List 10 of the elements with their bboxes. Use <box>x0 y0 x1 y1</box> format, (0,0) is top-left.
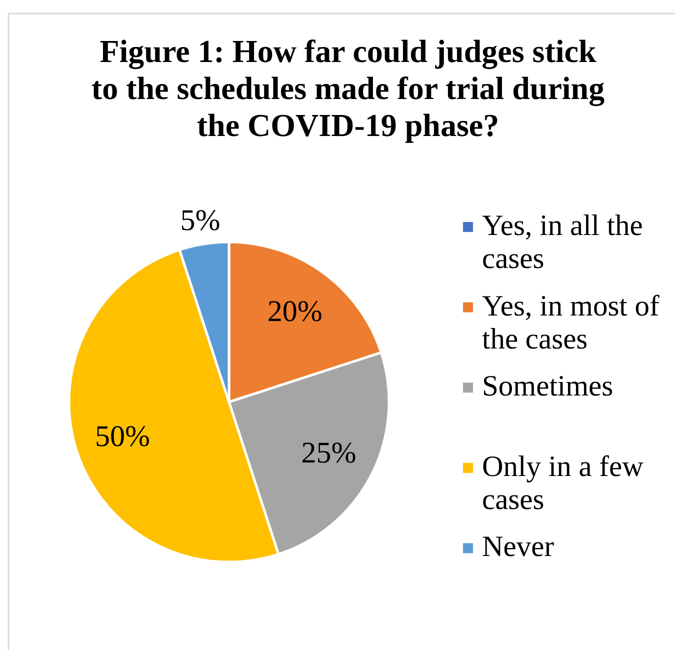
legend-label: Never <box>482 531 554 564</box>
data-label: 20% <box>267 294 322 328</box>
legend-label: Yes, in most of the cases <box>482 290 660 356</box>
data-label: 25% <box>301 436 356 470</box>
data-label: 50% <box>94 420 150 454</box>
legend-label: Yes, in all the cases <box>482 210 643 275</box>
legend-label: Only in a few cases <box>482 450 644 516</box>
data-label: 5% <box>180 204 220 237</box>
legend-label: Sometimes <box>482 370 614 403</box>
chart-title: Figure 1: How far could judges stick to the schedules made for trial during the COVID-19 phase? <box>91 33 605 143</box>
